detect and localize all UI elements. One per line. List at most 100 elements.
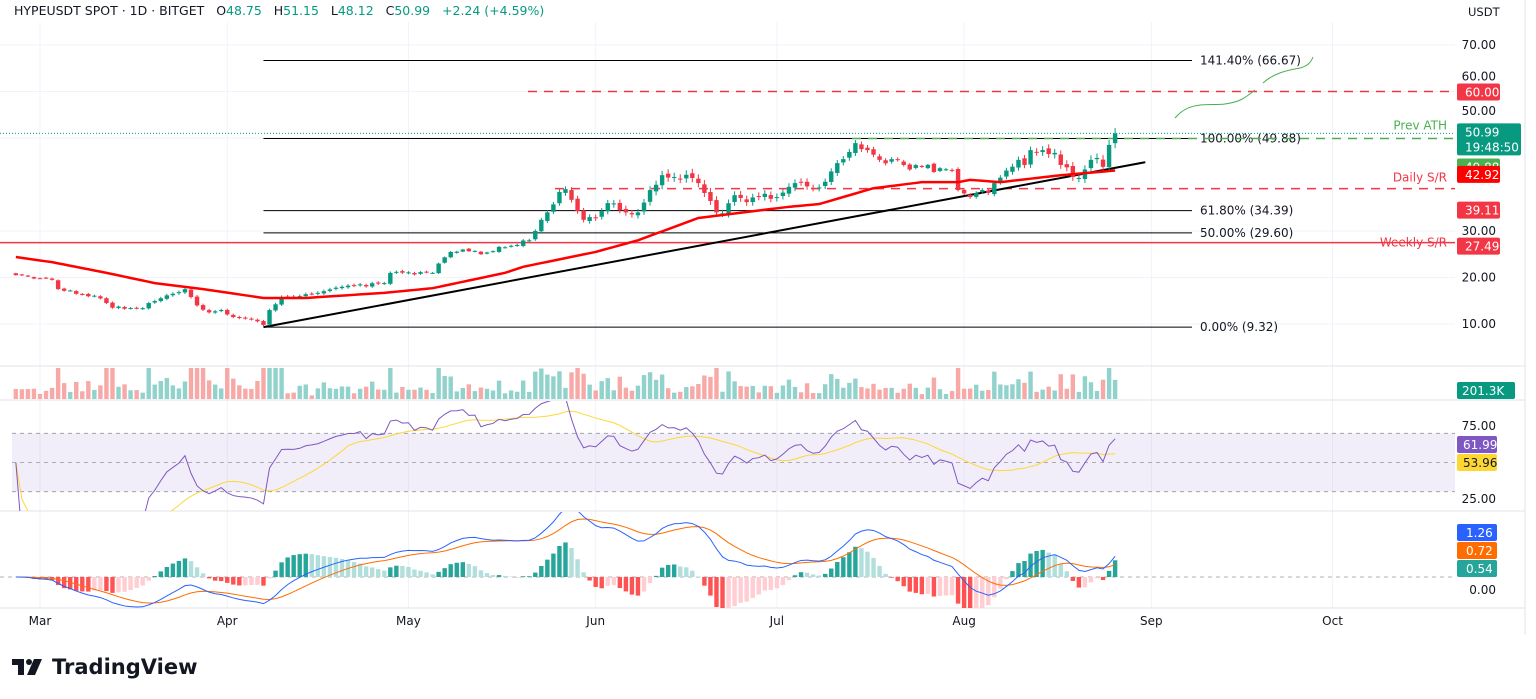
candle-body: [1094, 157, 1100, 160]
macd-histogram-bar: [605, 577, 610, 586]
candle-body: [732, 195, 737, 202]
candle-body: [1064, 164, 1069, 168]
macd-histogram-bar: [297, 554, 302, 577]
candle-body: [1028, 150, 1033, 165]
candle-body: [170, 293, 176, 296]
volume-bar: [1034, 391, 1039, 399]
candle-body: [333, 287, 339, 289]
candle-body: [768, 195, 774, 199]
candle-body: [339, 286, 345, 289]
volume-bar: [176, 388, 182, 399]
macd-histogram-bar: [104, 577, 109, 592]
macd-histogram-bar: [569, 547, 574, 577]
currency-label: USDT: [1468, 5, 1501, 19]
macd-histogram-bar: [1016, 563, 1021, 577]
volume-bar: [696, 384, 701, 399]
candle-body: [128, 308, 133, 310]
price-axis[interactable]: 70.00 60.00 50.00 30.00 20.00 10.00 75.00 25.00…: [1462, 38, 1496, 597]
volume-bar: [762, 385, 767, 399]
tradingview-logo[interactable]: TradingView: [12, 655, 197, 679]
volume-bar: [551, 376, 556, 399]
volume-bar: [303, 384, 308, 399]
time-axis[interactable]: Mar Apr May Jun Jul Aug Sep Oct: [29, 614, 1344, 628]
macd-histogram-bar: [285, 557, 290, 577]
macd-badge-value: 1.26: [1466, 526, 1493, 540]
volume-bar: [164, 377, 170, 399]
projection-arrows: [1174, 56, 1314, 119]
macd-histogram-bar: [611, 577, 616, 585]
candle-body: [798, 181, 804, 183]
volume-bar: [1082, 376, 1088, 399]
candle-body: [780, 192, 786, 196]
volume-bar: [394, 392, 399, 399]
candle-body: [37, 278, 43, 280]
volume-bar: [255, 380, 260, 399]
candle-body: [533, 231, 538, 240]
candle-body: [1022, 158, 1027, 165]
volume-bar: [31, 388, 37, 399]
candle-body: [104, 298, 109, 304]
volume-bar: [1106, 368, 1112, 399]
candle-body: [406, 272, 411, 274]
volume-bar: [774, 392, 780, 399]
volume-bar: [720, 391, 725, 399]
macd-histogram-bar: [659, 567, 665, 577]
macd-histogram-bar: [1028, 553, 1033, 577]
volume-bar: [780, 385, 786, 399]
macd-histogram-bar: [98, 577, 103, 591]
fib-level-label: 0.00% (9.32): [1200, 320, 1278, 334]
volume-bar: [1076, 391, 1082, 399]
macd-histogram-bar: [1046, 552, 1051, 577]
candle-body: [351, 285, 357, 287]
candle-body: [152, 301, 157, 303]
candle-body: [43, 277, 49, 279]
candle-body: [647, 190, 653, 202]
macd-histogram-bar: [931, 577, 937, 597]
macd-histogram-bar: [37, 577, 43, 580]
volume-bar: [1058, 374, 1063, 399]
candle-body: [19, 274, 25, 276]
candle-body: [690, 173, 695, 178]
macd-histogram-bar: [961, 577, 967, 608]
candle-body: [1040, 150, 1045, 153]
volume-bar: [37, 393, 43, 399]
macd-histogram-bar: [756, 577, 761, 595]
candle-body: [672, 177, 677, 179]
volume-bar: [357, 388, 363, 399]
candle-body: [605, 203, 610, 212]
macd-histogram-bar: [394, 565, 399, 577]
symbol-title[interactable]: HYPEUSDT SPOT · 1D · BITGET: [14, 3, 205, 18]
macd-histogram-bar: [702, 577, 707, 586]
candle-body: [659, 175, 665, 186]
rsi-ma-badge-value: 53.96: [1463, 456, 1497, 470]
chart-canvas[interactable]: USDT 141.40% (66.67) 100.00% (49.88) 61.80…: [0, 0, 1536, 640]
macd-histogram-bar: [1064, 571, 1069, 577]
volume-bar: [321, 382, 327, 399]
volume-bar: [974, 384, 979, 399]
volume-bar: [436, 368, 441, 399]
volume-bar: [943, 393, 949, 399]
candle-body: [816, 187, 822, 189]
volume-bar: [363, 386, 369, 399]
candle-body: [255, 319, 260, 322]
macd-histogram-bar: [955, 577, 961, 604]
candle-body: [738, 194, 743, 198]
volume-bar: [798, 392, 804, 399]
moving-average: [15, 169, 1116, 300]
candle-body: [514, 244, 520, 246]
macd-histogram-bar: [388, 567, 393, 577]
macd-histogram-bar: [1088, 577, 1094, 583]
rsi-ma-badge: [1457, 454, 1497, 471]
volume-bar: [333, 388, 339, 399]
volume-bar: [581, 373, 586, 399]
macd-histogram-bar: [980, 577, 985, 608]
volume-bar: [859, 387, 864, 399]
candle-body: [919, 165, 925, 167]
macd-histogram-bar: [967, 577, 973, 608]
candle-body: [551, 204, 556, 212]
volume-bar: [152, 384, 157, 399]
volume-bar: [249, 388, 254, 399]
macd-histogram-bar: [152, 576, 157, 577]
volume-bar: [786, 379, 792, 399]
candle-body: [913, 165, 918, 168]
